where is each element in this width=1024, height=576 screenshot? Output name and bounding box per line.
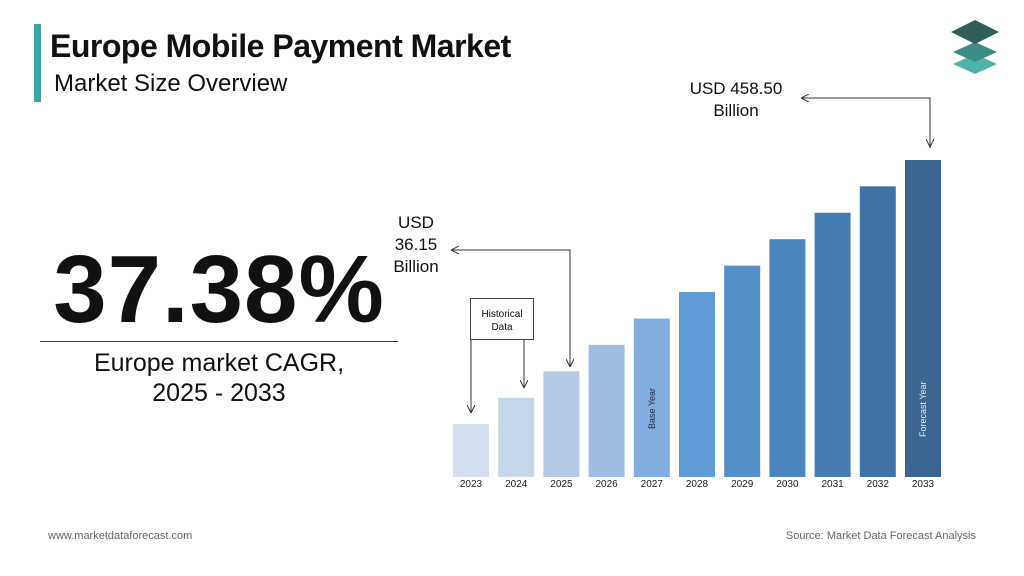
page-subtitle: Market Size Overview xyxy=(54,70,288,97)
historical-data-box: Historical Data xyxy=(470,298,534,340)
x-tick-labels: 2023 2024 2025 2026 2027 2028 2029 2030 2031 2032… xyxy=(460,479,935,490)
bar-2029 xyxy=(724,265,761,477)
cagr-divider xyxy=(40,341,398,342)
x-tick-label-2033: 2033 xyxy=(912,479,935,490)
end-callout-line1: USD 458.50 xyxy=(689,79,783,98)
title-accent-bar xyxy=(34,24,41,102)
bar-inner-labels: Base Year Forecast Year xyxy=(647,381,928,437)
cagr-label-line1: Europe market CAGR, xyxy=(93,349,345,377)
x-tick-label-2027: 2027 xyxy=(641,479,664,490)
historical-line2: Data xyxy=(491,322,513,333)
end-value-callout: USD 458.50 Billion xyxy=(676,78,796,122)
x-tick-label-2031: 2031 xyxy=(821,479,844,490)
bar-2023 xyxy=(453,424,489,477)
x-tick-label-2023: 2023 xyxy=(460,479,483,490)
x-tick-label-2028: 2028 xyxy=(686,479,709,490)
page-title: Europe Mobile Payment Market xyxy=(50,28,511,64)
bar-2027 xyxy=(633,318,670,477)
bar-label-2027: Base Year xyxy=(647,388,657,429)
start-callout-line3: Billion xyxy=(393,257,439,276)
start-callout-line1: USD xyxy=(398,213,434,232)
bar-2033 xyxy=(905,160,941,477)
start-callout-line2: 36.15 xyxy=(394,235,438,254)
bar-2030 xyxy=(769,239,806,477)
start-value-callout: USD 36.15 Billion xyxy=(388,212,444,278)
bar-2025 xyxy=(543,371,580,477)
end-callout-arrow xyxy=(802,98,931,148)
cagr-value: 37.38% xyxy=(53,236,385,343)
x-tick-label-2025: 2025 xyxy=(550,479,573,490)
x-tick-label-2030: 2030 xyxy=(776,479,799,490)
bars-group xyxy=(453,160,941,477)
historical-line1: Historical xyxy=(481,309,523,320)
bar-label-2033: Forecast Year xyxy=(918,381,928,437)
x-tick-label-2026: 2026 xyxy=(595,479,618,490)
bar-2028 xyxy=(679,292,715,477)
footer-source: Source: Market Data Forecast Analysis xyxy=(785,530,976,542)
bar-2026 xyxy=(588,344,625,477)
bar-2032 xyxy=(859,186,896,477)
x-tick-label-2024: 2024 xyxy=(505,479,528,490)
end-callout-line2: Billion xyxy=(713,101,759,120)
x-tick-label-2032: 2032 xyxy=(867,479,890,490)
cagr-label: Europe market CAGR, 2025 - 2033 xyxy=(40,348,398,408)
footer-website: www.marketdataforecast.com xyxy=(48,530,193,542)
cagr-label-line2: 2025 - 2033 xyxy=(152,379,286,407)
x-tick-label-2029: 2029 xyxy=(731,479,754,490)
stacked-layers-logo-icon xyxy=(951,20,999,74)
bar-2031 xyxy=(814,212,851,477)
bar-2024 xyxy=(498,397,535,477)
